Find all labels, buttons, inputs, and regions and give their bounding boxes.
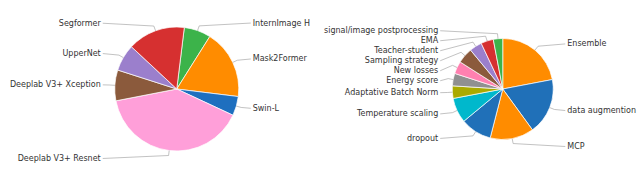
leader-line bbox=[550, 108, 566, 111]
wedges bbox=[115, 27, 239, 151]
leader-line bbox=[440, 132, 475, 139]
leader-line bbox=[103, 151, 169, 159]
slice-label: Segformer bbox=[59, 19, 102, 28]
leader-line bbox=[440, 52, 465, 60]
slice-label: EMA bbox=[421, 36, 439, 45]
leader-line bbox=[440, 111, 457, 114]
slice-labels: Ensemble data augmention MCP dropout Tempera… bbox=[324, 26, 636, 151]
pie-slice bbox=[116, 89, 233, 151]
pie-slice bbox=[177, 37, 239, 97]
slice-label: Deeplab V3+ Resnet bbox=[18, 154, 101, 163]
leader-line bbox=[233, 59, 251, 62]
leader-line bbox=[535, 44, 565, 50]
slice-label: UpperNet bbox=[62, 49, 100, 58]
leader-line bbox=[440, 36, 487, 41]
slice-label: MCP bbox=[567, 142, 584, 151]
leader-line bbox=[512, 139, 565, 147]
pie-chart bbox=[440, 31, 565, 147]
slice-label: Deeplab V3+ Xception bbox=[10, 80, 101, 89]
pie-slice bbox=[131, 27, 184, 89]
slice-label: signal/image postprocessing bbox=[324, 26, 438, 35]
pie-chart bbox=[103, 23, 251, 158]
slice-label: Ensemble bbox=[567, 39, 606, 48]
leader-line bbox=[198, 23, 251, 31]
slice-label: Adaptative Batch Norm bbox=[345, 88, 439, 97]
wedges bbox=[452, 38, 553, 139]
leader-line bbox=[103, 54, 124, 58]
leader-line bbox=[440, 42, 475, 51]
slice-label: data augmention bbox=[567, 106, 636, 115]
leader-line bbox=[440, 65, 457, 70]
slice-labels: InternImage H Mask2Former Swin-L Deeplab V3… bbox=[10, 19, 310, 163]
slice-label: dropout bbox=[407, 134, 438, 143]
slice-label: InternImage H bbox=[253, 19, 310, 28]
pie-slice bbox=[493, 38, 502, 89]
leader-line bbox=[236, 106, 250, 108]
chart-canvas: InternImage H Mask2Former Swin-L Deeplab V3… bbox=[0, 0, 640, 178]
pie-slice bbox=[481, 39, 503, 89]
leader-line bbox=[440, 31, 498, 39]
slice-label: Mask2Former bbox=[253, 54, 308, 63]
leader-line bbox=[440, 79, 453, 81]
slice-label: New losses bbox=[394, 66, 439, 75]
leader-line bbox=[440, 92, 452, 94]
slice-label: Temperature scaling bbox=[356, 109, 438, 118]
slice-label: Teacher-student bbox=[373, 46, 438, 55]
slice-label: Energy score bbox=[386, 76, 438, 85]
leader-line bbox=[103, 23, 156, 31]
leader-line bbox=[103, 84, 115, 85]
slice-label: Swin-L bbox=[253, 104, 280, 113]
slice-label: Sampling strategy bbox=[365, 56, 439, 65]
